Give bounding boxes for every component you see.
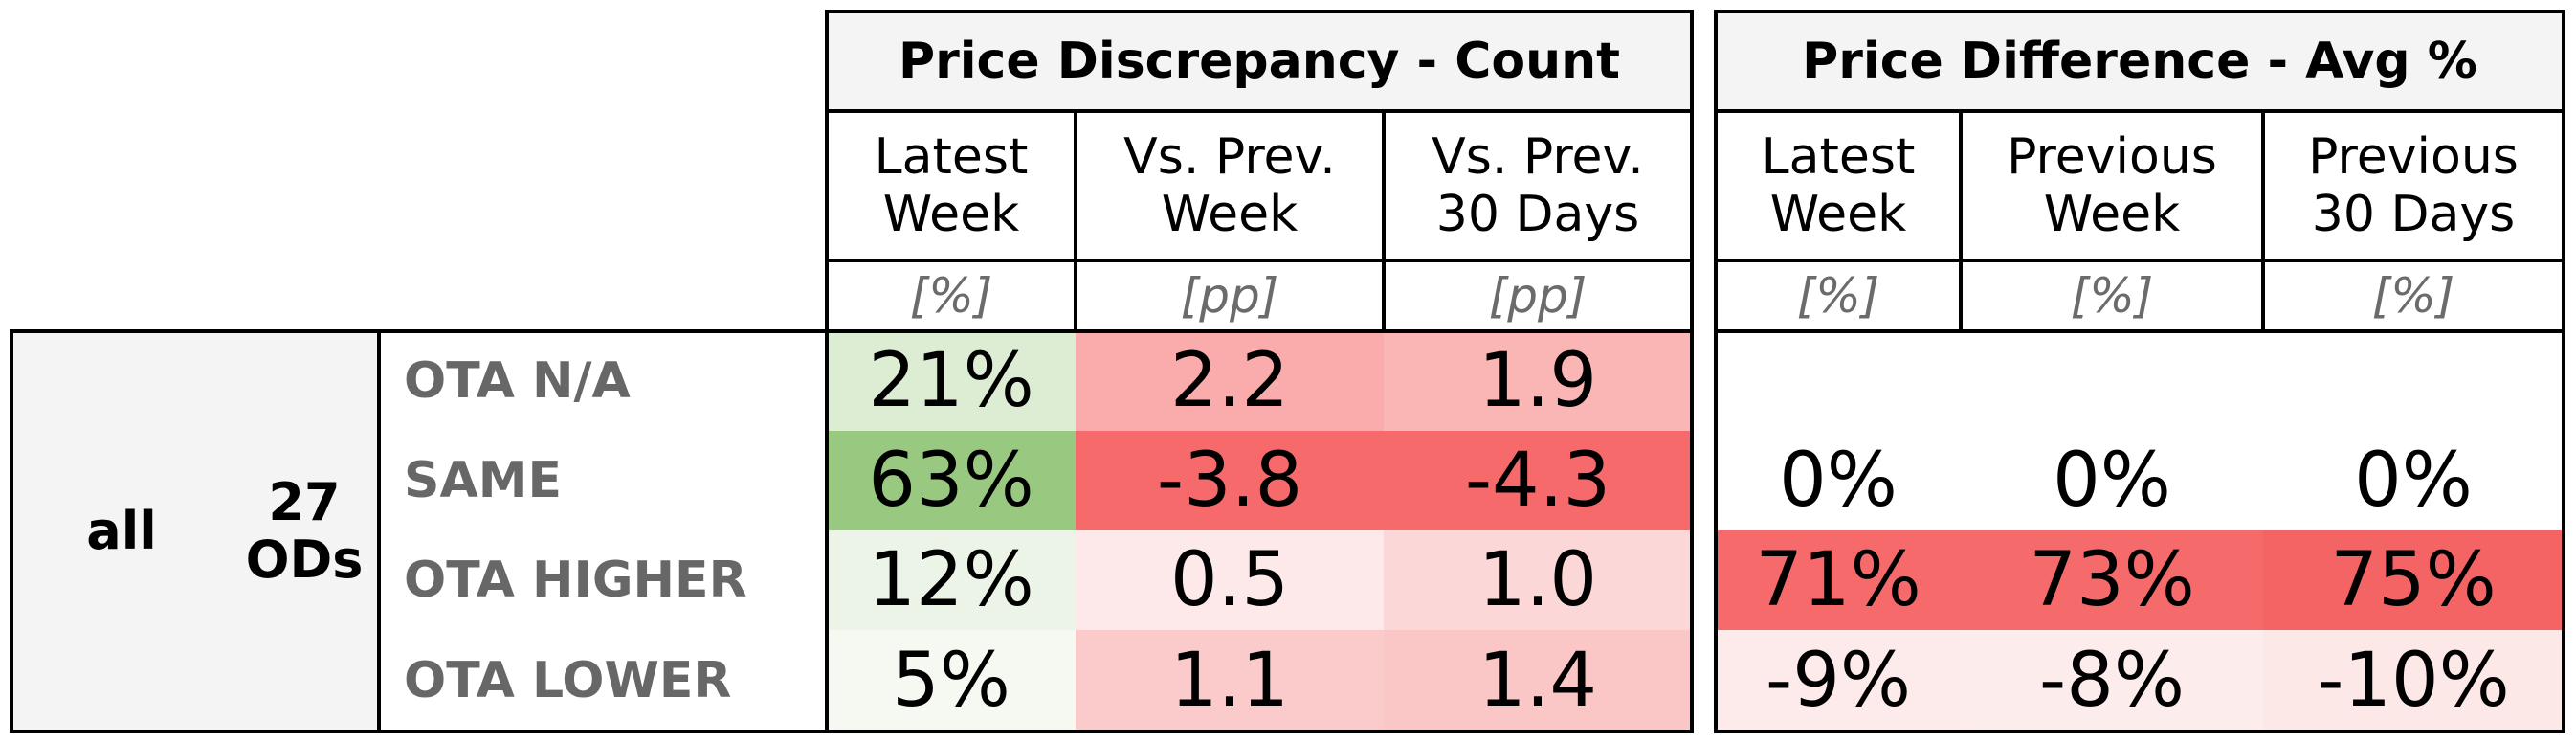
section-border	[1714, 730, 2565, 733]
segment-label: all	[86, 501, 157, 561]
section-border	[825, 329, 1694, 333]
data-cell: 0.5	[1076, 530, 1384, 630]
data-cell: 0%	[1716, 431, 1961, 530]
column-header-line: Week	[1769, 186, 1907, 243]
column-header-line: Previous	[2007, 128, 2217, 186]
data-cell: -8%	[1961, 630, 2263, 732]
data-cell: 1.0	[1384, 530, 1692, 630]
data-cell: 0%	[1961, 431, 2263, 530]
data-cell: 21%	[827, 331, 1076, 431]
column-header: Latest Week	[1716, 111, 1961, 260]
data-cell	[2263, 331, 2564, 431]
row-label: OTA N/A	[404, 352, 631, 410]
column-unit: [%]	[2070, 268, 2154, 324]
section-title: Price Discrepancy - Count	[827, 11, 1692, 111]
column-divider	[2261, 111, 2265, 331]
column-unit: [pp]	[1488, 268, 1588, 324]
panel-border	[10, 329, 827, 333]
column-unit: [%]	[1796, 268, 1880, 324]
column-header-line: Vs. Prev.	[1432, 128, 1644, 186]
panel-border	[10, 730, 827, 733]
column-header-line: Latest	[1761, 128, 1916, 186]
ods-count: 27	[268, 472, 341, 532]
data-cell: 1.1	[1076, 630, 1384, 732]
data-cell: 1.4	[1384, 630, 1692, 732]
section-border	[1714, 10, 2565, 13]
column-header: Vs. Prev. Week	[1076, 111, 1384, 260]
column-header-line: Latest	[874, 128, 1029, 186]
column-header-line: Week	[882, 186, 1020, 243]
data-cell: 73%	[1961, 530, 2263, 630]
data-cell	[1961, 331, 2263, 431]
section-border	[1714, 259, 2565, 262]
data-cell: 5%	[827, 630, 1076, 732]
data-cell: 0%	[2263, 431, 2564, 530]
ods-label: 27 ODs	[230, 331, 379, 732]
ods-unit: ODs	[245, 529, 364, 590]
data-cell: -3.8	[1076, 431, 1384, 530]
column-divider	[1382, 111, 1386, 331]
data-cell: 75%	[2263, 530, 2564, 630]
column-header-line: Previous	[2308, 128, 2519, 186]
section-border	[825, 10, 1694, 13]
data-cell: 2.2	[1076, 331, 1384, 431]
column-header-line: Week	[1161, 186, 1299, 243]
panel-border	[10, 329, 13, 733]
data-cell: -9%	[1716, 630, 1961, 732]
section-border	[825, 10, 829, 733]
data-cell: 12%	[827, 530, 1076, 630]
row-label: OTA HIGHER	[404, 552, 747, 609]
data-cell: -4.3	[1384, 431, 1692, 530]
panel-border	[377, 329, 381, 733]
column-header-line: Vs. Prev.	[1123, 128, 1336, 186]
group-panel	[11, 331, 379, 732]
column-unit: [%]	[909, 268, 993, 324]
data-cell: 71%	[1716, 530, 1961, 630]
row-label: SAME	[404, 452, 562, 509]
column-header-line: 30 Days	[2311, 186, 2516, 243]
section-border	[825, 730, 1694, 733]
section-border	[825, 109, 1694, 113]
section-border	[1714, 10, 1718, 733]
column-divider	[1959, 111, 1963, 331]
column-header: Previous Week	[1961, 111, 2263, 260]
row-label: OTA LOWER	[404, 652, 732, 709]
column-header: Previous 30 Days	[2263, 111, 2564, 260]
section-border	[1714, 109, 2565, 113]
column-header: Vs. Prev. 30 Days	[1384, 111, 1692, 260]
section-border	[2562, 10, 2565, 733]
data-cell: 63%	[827, 431, 1076, 530]
column-header: Latest Week	[827, 111, 1076, 260]
column-header-line: Week	[2043, 186, 2181, 243]
column-unit: [pp]	[1180, 268, 1279, 324]
data-cell	[1716, 331, 1961, 431]
data-cell: -10%	[2263, 630, 2564, 732]
section-border	[1690, 10, 1694, 733]
column-unit: [%]	[2371, 268, 2455, 324]
section-title: Price Difference - Avg %	[1716, 11, 2564, 111]
data-cell: 1.9	[1384, 331, 1692, 431]
column-header-line: 30 Days	[1435, 186, 1640, 243]
column-divider	[1074, 111, 1077, 331]
section-border	[1714, 329, 2565, 333]
section-border	[825, 259, 1694, 262]
